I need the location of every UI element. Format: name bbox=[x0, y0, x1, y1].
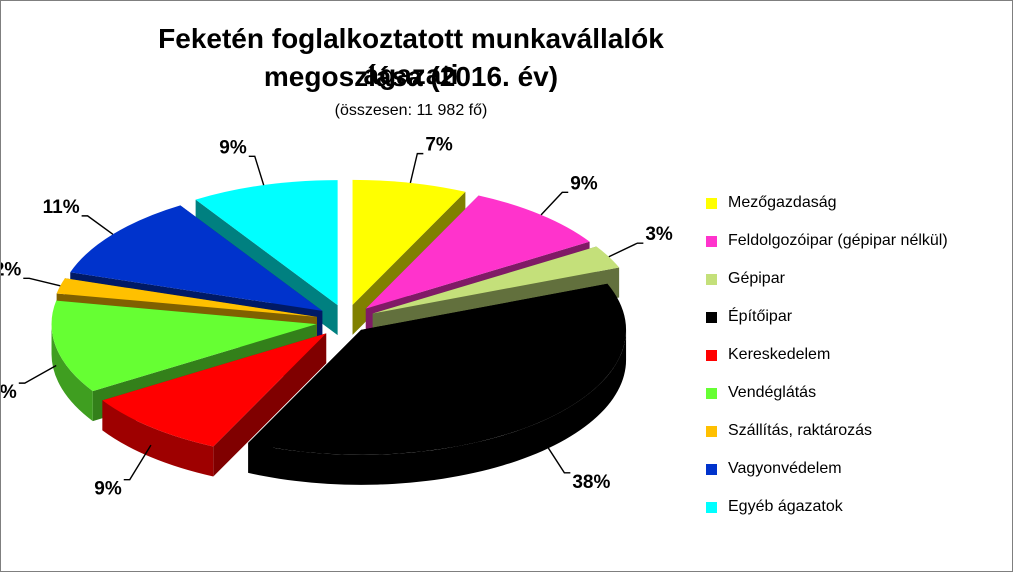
legend-label: Mezőgazdaság bbox=[728, 194, 837, 211]
legend-label: Építőipar bbox=[728, 308, 793, 325]
legend-item-4: Kereskedelem bbox=[706, 336, 1006, 374]
slice-3-outer-wall bbox=[248, 329, 627, 485]
data-label-5: 12% bbox=[1, 382, 17, 403]
legend-swatch bbox=[706, 425, 717, 437]
data-label-1: 9% bbox=[570, 173, 598, 194]
slice-2-top bbox=[372, 246, 620, 314]
data-label-8: 9% bbox=[219, 137, 247, 158]
legend-swatch bbox=[706, 311, 717, 323]
leader-line-0 bbox=[409, 152, 424, 184]
slice-7-top bbox=[70, 205, 323, 311]
legend-swatch bbox=[706, 235, 717, 247]
legend-item-8: Egyéb ágazatok bbox=[706, 488, 1006, 526]
data-label-4: 9% bbox=[94, 479, 122, 500]
legend-label: Feldolgozóipar (gépipar nélkül) bbox=[728, 232, 948, 249]
pie-sides bbox=[51, 179, 627, 485]
data-labels: 7% 9% 3% 38% 9% 12% 2% 11% 9% bbox=[1, 135, 673, 500]
legend: Mezőgazdaság Feldolgozóipar (gépipar nélk… bbox=[706, 184, 1006, 526]
slice-5-top bbox=[51, 300, 317, 392]
legend-label: Vagyonvédelem bbox=[728, 460, 842, 477]
legend-swatch bbox=[706, 387, 717, 399]
legend-label: Egyéb ágazatok bbox=[728, 498, 843, 515]
legend-label: Szállítás, raktározás bbox=[728, 422, 873, 439]
data-label-3: 38% bbox=[572, 472, 610, 493]
slice-4-outer-wall bbox=[102, 400, 214, 477]
slice-4-top bbox=[102, 333, 327, 447]
leader-line-2 bbox=[608, 242, 644, 258]
chart-title-line-2: megoszlása (2016. év) bbox=[263, 61, 559, 92]
slice-3-top bbox=[248, 283, 627, 455]
data-label-6: 2% bbox=[1, 259, 21, 280]
legend-label: Vendéglátás bbox=[728, 384, 817, 401]
slice-0-top bbox=[352, 179, 466, 305]
legend-swatch bbox=[706, 197, 717, 209]
legend-item-1: Feldolgozóipar (gépipar nélkül) bbox=[706, 222, 1006, 260]
legend-item-7: Vagyonvédelem bbox=[706, 450, 1006, 488]
legend-item-6: Szállítás, raktározás bbox=[706, 412, 1006, 450]
slice-4-side bbox=[102, 333, 327, 477]
data-label-2: 3% bbox=[645, 224, 673, 245]
legend-swatch bbox=[706, 349, 717, 361]
legend-swatch bbox=[706, 273, 717, 285]
slice-3-side bbox=[248, 283, 627, 485]
leader-line-7 bbox=[81, 215, 114, 235]
legend-item-3: Építőipar bbox=[706, 298, 1006, 336]
slice-5-outer-wall bbox=[51, 324, 93, 422]
leader-lines bbox=[18, 152, 644, 481]
legend-swatch bbox=[706, 463, 717, 475]
leader-line-8 bbox=[248, 155, 265, 186]
leader-line-5 bbox=[18, 364, 57, 384]
leader-line-1 bbox=[540, 191, 569, 216]
data-label-0: 7% bbox=[425, 135, 453, 156]
legend-label: Gépipar bbox=[728, 270, 785, 287]
slice-6-top bbox=[56, 278, 317, 317]
legend-item-2: Gépipar bbox=[706, 260, 1006, 298]
leader-line-6 bbox=[23, 277, 61, 287]
slice-1-top bbox=[365, 195, 590, 309]
chart-subtitle: (összesen: 11 982 fő) bbox=[334, 102, 488, 119]
slice-8-top bbox=[195, 180, 338, 306]
data-label-7: 11% bbox=[43, 197, 80, 218]
legend-item-5: Vendéglátás bbox=[706, 374, 1006, 412]
leader-line-4 bbox=[123, 444, 152, 481]
legend-label: Kereskedelem bbox=[728, 346, 831, 363]
leader-line-3 bbox=[541, 438, 571, 474]
legend-item-0: Mezőgazdaság bbox=[706, 184, 1006, 222]
chart-title-line-1: Feketén foglalkoztatott munkavállalók ág… bbox=[158, 23, 664, 90]
legend-swatch bbox=[706, 501, 717, 513]
